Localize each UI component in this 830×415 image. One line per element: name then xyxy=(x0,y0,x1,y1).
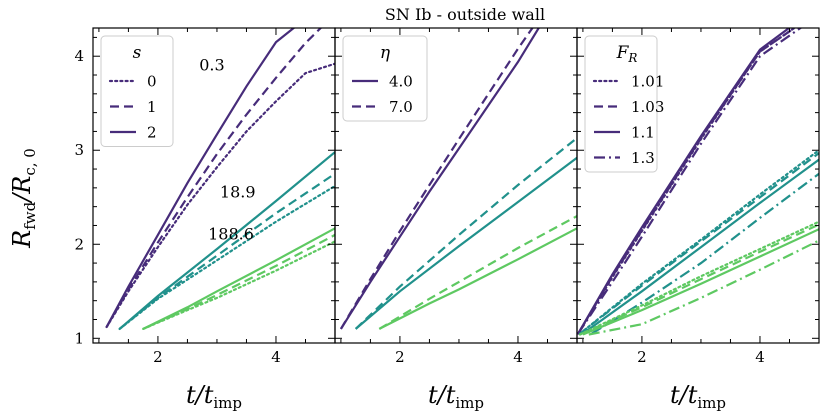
series-line-1 xyxy=(105,28,296,328)
series-line-6 xyxy=(579,152,819,335)
annotation-label: 18.9 xyxy=(220,182,256,201)
series-line-4 xyxy=(577,28,803,335)
legend-label: 7.0 xyxy=(389,98,413,116)
annotation-label: 188.6 xyxy=(208,225,254,244)
x-axis-label: t/timp xyxy=(428,381,484,412)
legend-label: 1.03 xyxy=(631,98,664,116)
legend: η 4.0 7.0 xyxy=(342,35,428,122)
x-tick-label: 4 xyxy=(755,348,765,366)
legend-title: η xyxy=(380,43,391,63)
series-line-9 xyxy=(142,240,335,330)
series-line-5 xyxy=(378,227,577,330)
series-line-1 xyxy=(339,28,541,330)
plot-area: 2 4 1 2 3 4 t/timp s0 1 2 0.3 18.9 188.6 2 4 t/timp η 4.0… xyxy=(74,27,820,412)
y-tick-label: 3 xyxy=(74,141,84,159)
x-tick-label: 4 xyxy=(271,348,281,366)
series-line-12 xyxy=(588,239,819,336)
legend-title: s xyxy=(133,43,142,63)
legend: s0 1 2 xyxy=(100,35,174,147)
x-tick-label: 4 xyxy=(513,348,523,366)
legend: FR1.011.031.11.3 xyxy=(584,35,664,173)
legend-label: 4.0 xyxy=(389,73,413,91)
panel-frame xyxy=(576,27,820,344)
chart-title: SN Ib - outside wall xyxy=(385,5,545,24)
series-line-2 xyxy=(577,28,797,335)
y-tick-label: 4 xyxy=(74,47,84,65)
panel-2: 2 4 t/timp η 4.0 7.0 xyxy=(334,27,578,412)
series-group xyxy=(339,28,577,330)
series-line-3 xyxy=(105,62,335,329)
legend-box xyxy=(584,35,658,173)
series-line-6 xyxy=(378,215,577,330)
series-line-3 xyxy=(577,28,791,335)
x-tick-label: 2 xyxy=(153,348,163,366)
legend-label: 1.01 xyxy=(631,73,664,91)
series-group xyxy=(105,28,335,330)
series-line-4 xyxy=(354,137,577,330)
x-tick-label: 2 xyxy=(637,348,647,366)
y-tick-label: 2 xyxy=(74,235,84,253)
legend-label: 0 xyxy=(147,73,157,91)
series-line-8 xyxy=(591,172,819,335)
x-axis-label: t/timp xyxy=(670,381,726,412)
series-line-2 xyxy=(105,28,323,328)
series-line-10 xyxy=(579,223,819,336)
series-line-3 xyxy=(354,156,577,330)
series-group xyxy=(577,28,819,336)
x-tick-label: 2 xyxy=(395,348,405,366)
legend-label: 1.1 xyxy=(631,124,655,142)
series-line-7 xyxy=(582,158,819,335)
series-line-11 xyxy=(582,228,819,336)
series-line-5 xyxy=(578,149,819,335)
y-tick-label: 1 xyxy=(74,329,84,347)
series-line-9 xyxy=(578,220,819,336)
legend-label: 1 xyxy=(147,98,157,116)
y-axis-label: Rfwd/Rc, 0 xyxy=(8,148,39,249)
annotation-label: 0.3 xyxy=(199,55,224,74)
legend-label: 2 xyxy=(147,124,157,142)
legend-label: 1.3 xyxy=(631,149,655,167)
panel-1: 2 4 1 2 3 4 t/timp s0 1 2 0.3 18.9 188.6 xyxy=(74,27,336,412)
legend-box xyxy=(100,35,174,147)
series-line-2 xyxy=(339,28,534,330)
series-line-6 xyxy=(118,184,335,330)
legend-box xyxy=(342,35,428,122)
x-axis-label: t/timp xyxy=(186,381,242,412)
